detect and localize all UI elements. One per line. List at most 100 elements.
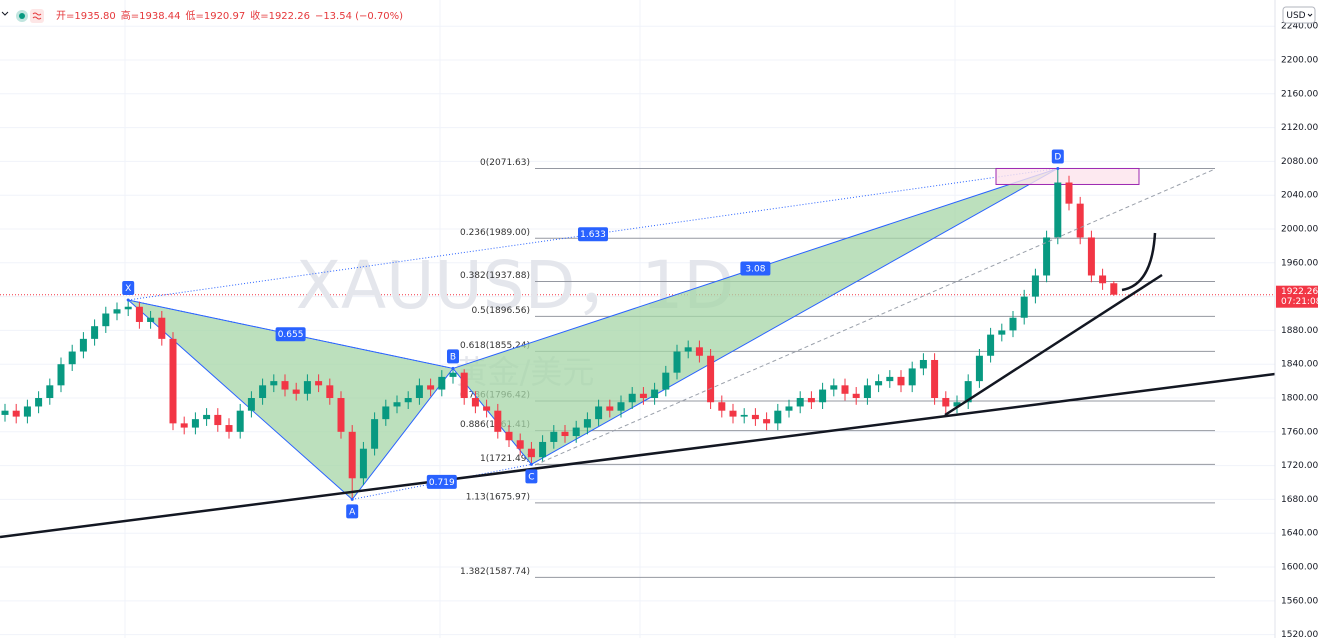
candle-body (561, 431, 569, 437)
market-icon[interactable] (30, 9, 44, 23)
candle-body (964, 381, 972, 403)
y-tick-label: 2000.00 (1281, 225, 1318, 235)
fib-label: 0.5(1896.56) (471, 306, 530, 316)
candle-body (247, 398, 255, 411)
y-tick-label: 1640.00 (1281, 529, 1318, 539)
y-tick-label: 2240.00 (1281, 22, 1318, 32)
candle-body (449, 372, 457, 377)
y-tick-label: 2200.00 (1281, 55, 1318, 65)
ratio-badge (426, 474, 457, 489)
candle-body (707, 355, 715, 403)
candle-body (875, 381, 883, 386)
y-tick-label: 1880.00 (1281, 326, 1318, 336)
candle-body (203, 414, 211, 420)
candle-body (998, 330, 1006, 335)
candle-body (684, 347, 692, 352)
candle-body (931, 359, 939, 399)
candle-body (359, 448, 367, 479)
candle-body (415, 385, 423, 399)
candle-body (617, 402, 625, 411)
candle-body (1087, 237, 1095, 276)
d-zone (995, 167, 1140, 185)
pattern-point (350, 497, 354, 501)
pattern-dotted (352, 463, 532, 500)
candle-body (315, 381, 323, 386)
point-badge (122, 280, 135, 295)
candle-body (169, 338, 177, 424)
header: 开=1935.80 高=1938.44 低=1920.97 收=1922.26 −13.… (1, 9, 403, 23)
arc-drawing (1121, 232, 1157, 292)
candle-body (102, 313, 110, 327)
point-label: B (450, 352, 456, 362)
ratio-badge (578, 227, 608, 242)
pattern-dotted (128, 167, 1058, 301)
candle-body (897, 376, 905, 386)
y-tick-label: 2040.00 (1281, 191, 1318, 201)
candle-body (729, 410, 737, 417)
candle-body (79, 338, 87, 352)
candle-body (1099, 275, 1107, 284)
candle-body (292, 389, 300, 394)
y-tick-label: 1760.00 (1281, 427, 1318, 437)
candle-body (595, 406, 603, 420)
ratio-label: 0.655 (278, 330, 304, 340)
currency-label[interactable]: USD (1286, 11, 1305, 21)
candle-body (774, 410, 782, 424)
candle-body (1054, 182, 1062, 238)
candle-body (91, 326, 99, 339)
candle-body (539, 441, 547, 458)
candle-body (471, 398, 479, 407)
candle-body (740, 414, 748, 417)
candle-body (270, 381, 278, 386)
currency-select[interactable] (1282, 6, 1316, 24)
ratio-badge (740, 261, 771, 276)
candle-body (225, 425, 233, 432)
point-badge (447, 349, 459, 364)
candle-body (1076, 203, 1084, 238)
ratio-label: 1.633 (580, 230, 606, 240)
candle-body (583, 419, 591, 428)
fib-label: 0.382(1937.88) (460, 271, 530, 281)
candle-body (852, 393, 860, 399)
point-badge (346, 504, 359, 519)
y-tick-label: 1960.00 (1281, 258, 1318, 268)
candle-body (460, 372, 468, 399)
candle-body (807, 398, 815, 403)
candle-body (135, 306, 143, 322)
header-value: 开=1935.80 (56, 11, 116, 22)
candle-body (326, 385, 334, 399)
trendline (944, 273, 1163, 417)
pattern-point (1056, 166, 1060, 170)
candle-body (12, 410, 20, 417)
candle-body (180, 423, 188, 428)
candle-body (337, 398, 345, 432)
ratio-badge (275, 327, 306, 342)
candle-body (147, 317, 155, 322)
candle-body (1020, 296, 1028, 318)
ohlc-header: 开=1935.80 高=1938.44 低=1920.97 收=1922.26 −13.… (56, 9, 403, 22)
candle-body (908, 368, 916, 386)
y-tick-label: 1560.00 (1281, 596, 1318, 606)
candle-body (751, 414, 759, 420)
candle-body (303, 381, 311, 394)
candle-body (259, 385, 267, 399)
point-label: A (349, 507, 356, 517)
candle-body (673, 351, 681, 373)
candle-body (281, 381, 289, 390)
dashed-trendline (534, 168, 1216, 466)
candle-body (639, 393, 647, 399)
point-label: C (528, 472, 534, 482)
candle-body (662, 372, 670, 390)
candle-body (550, 431, 558, 442)
candle-body (404, 398, 412, 403)
price-axis (1275, 0, 1318, 638)
candle-body (124, 306, 132, 310)
candle-body (830, 385, 838, 390)
header-value: 高=1938.44 (121, 9, 181, 22)
point-badge (525, 469, 538, 484)
countdown: 07:21:08 (1281, 297, 1318, 307)
collapse-icon[interactable] (1, 11, 9, 16)
candle-body (1031, 275, 1039, 297)
pattern-point (451, 366, 455, 370)
